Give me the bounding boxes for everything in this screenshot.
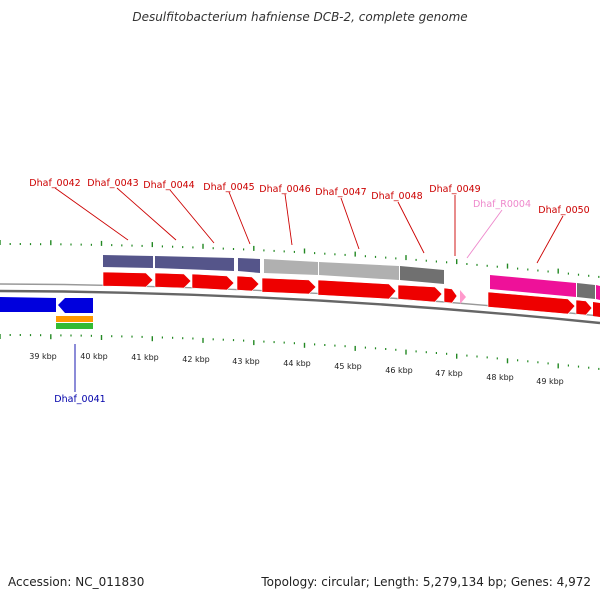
gene-arrow-dhaf-0044 [191,273,235,291]
outer-scale-ticks [0,240,600,278]
kbp-label-47: 47 kbp [435,369,463,378]
gene-label-dhaf-0044: Dhaf_0044 [143,180,194,191]
gene-arrow-dhaf-r0004 [460,290,466,304]
gene-labels: Dhaf_0042 Dhaf_0043 Dhaf_0044 Dhaf_0045 … [29,178,589,405]
gene-label-dhaf-r0004: Dhaf_R0004 [473,199,531,210]
kbp-label-41: 41 kbp [131,353,159,362]
gene-bar-dhaf-0043 [155,256,234,271]
gene-arrow-dhaf-0045 [236,275,260,292]
label-leader-lines [54,187,564,392]
kbp-label-42: 42 kbp [182,355,210,364]
feature-bars-upper [103,255,600,300]
gene-label-dhaf-0048: Dhaf_0048 [371,191,422,202]
gene-bar-dhaf-0045 [238,258,260,273]
gene-arrow-dhaf-0050 [487,291,576,315]
gene-bar-dhaf-0047 [319,262,399,280]
genes-label: Genes: [510,575,553,589]
gene-arrow-dhaf-0041 [58,298,93,313]
kbp-label-39: 39 kbp [29,352,57,361]
kbp-scale-labels: 39 kbp 40 kbp 41 kbp 42 kbp 43 kbp 44 kb… [29,352,564,386]
kbp-label-48: 48 kbp [486,373,514,382]
accession-value: NC_011830 [75,575,145,589]
gene-label-dhaf-0050: Dhaf_0050 [538,205,589,216]
gene-arrow-dhaf-0046 [261,277,317,295]
forward-strand-arrows [102,271,600,317]
gene-label-dhaf-0043: Dhaf_0043 [87,178,138,189]
gene-label-dhaf-0042: Dhaf_0042 [29,178,80,189]
gene-arrow-dhaf-0040 [0,297,56,312]
topology-value: circular [321,575,366,589]
inner-scale-ticks [0,334,600,370]
gene-label-dhaf-0045: Dhaf_0045 [203,182,254,193]
length-label: Length: [373,575,420,589]
gene-bar-dhaf-0048 [400,266,444,284]
gene-bar-dhaf-0052 [596,285,600,300]
genome-stats: Topology: circular; Length: 5,279,134 bp… [261,575,591,589]
gene-bar-dhaf-0051 [577,283,595,299]
kbp-label-40: 40 kbp [80,352,108,361]
gene-arrow-dhaf-0043 [154,272,192,289]
gene-arrow-dhaf-0051 [575,299,593,316]
kbp-label-43: 43 kbp [232,357,260,366]
kbp-label-49: 49 kbp [536,377,564,386]
gene-bar-dhaf-0046 [264,259,318,275]
gene-arrow-dhaf-0047 [317,279,397,300]
accession-info: Accession: NC_011830 [8,575,144,589]
gene-arrow-dhaf-0042 [102,271,154,288]
gene-label-dhaf-0047: Dhaf_0047 [315,187,366,198]
gene-bar-dhaf-0042 [103,255,153,268]
feature-bar-green [56,323,93,329]
map-title: Desulfitobacterium hafniense DCB-2, comp… [132,10,468,24]
kbp-label-45: 45 kbp [334,362,362,371]
accession-label: Accession: [8,575,72,589]
gene-arrow-dhaf-0052 [593,302,600,317]
gene-label-dhaf-0041: Dhaf_0041 [54,394,105,405]
genes-value: 4,972 [556,575,591,589]
gene-arrow-dhaf-0048 [397,284,443,303]
gene-bar-dhaf-0050 [490,275,576,297]
length-value: 5,279,134 bp [422,575,503,589]
topology-label: Topology: [261,575,318,589]
gene-label-dhaf-0049: Dhaf_0049 [429,184,480,195]
gene-label-dhaf-0046: Dhaf_0046 [259,184,310,195]
feature-bar-orange [56,316,93,322]
gene-arrow-dhaf-0049 [443,287,458,304]
kbp-label-46: 46 kbp [385,366,413,375]
kbp-label-44: 44 kbp [283,359,311,368]
reverse-strand-features [0,297,93,329]
